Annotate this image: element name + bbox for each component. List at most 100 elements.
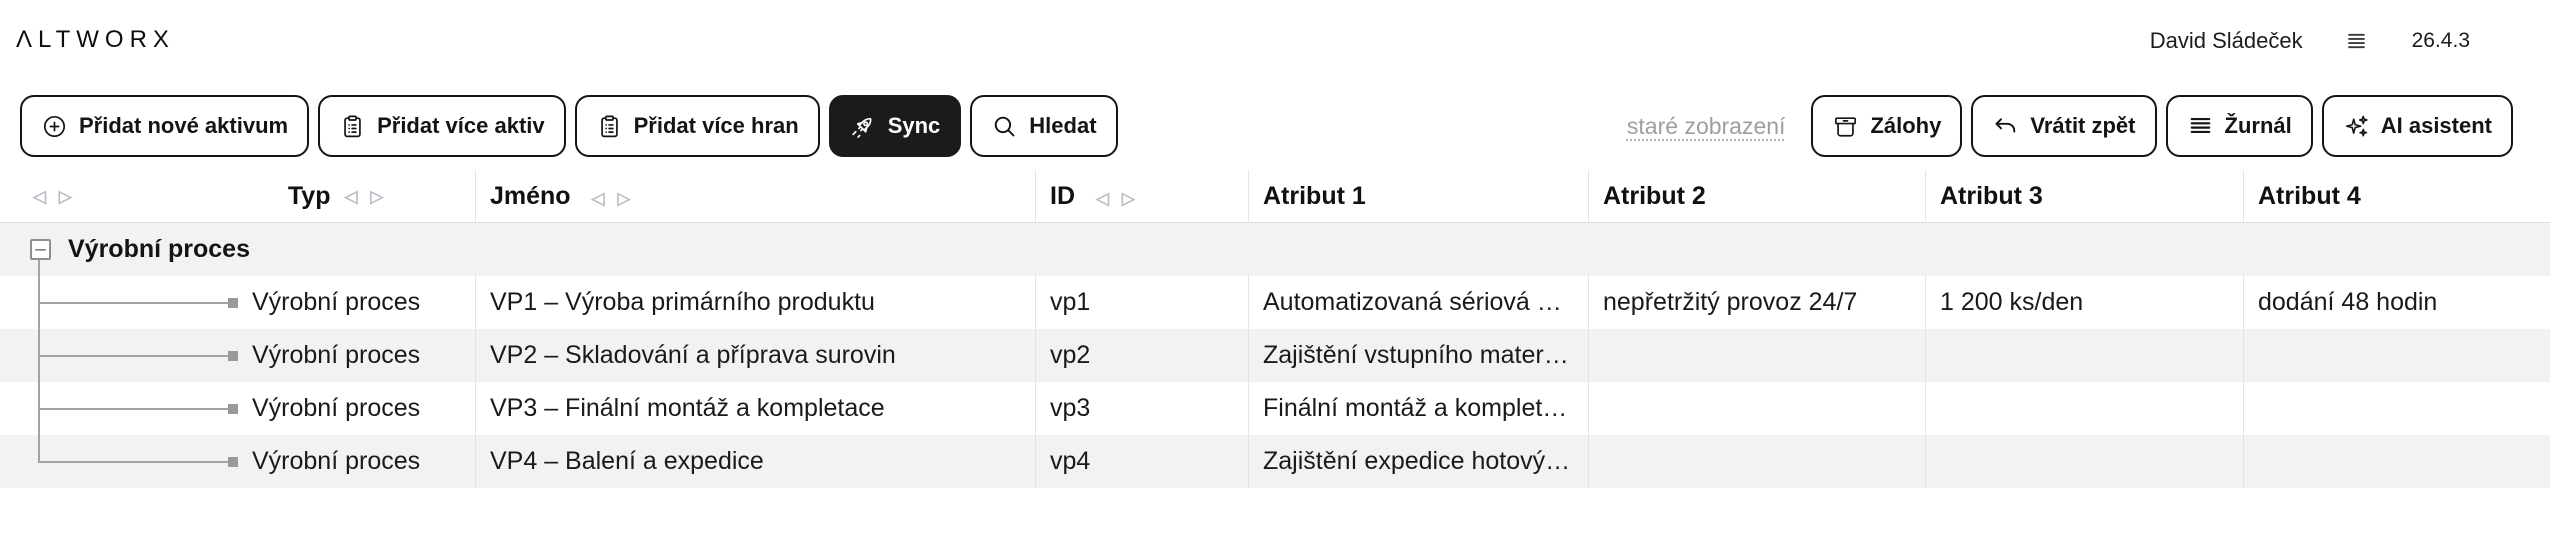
journal-label: Žurnál: [2224, 113, 2292, 138]
tree-vertical-line: [38, 260, 40, 463]
atribut1-cell: Automatizovaná sériová …: [1248, 276, 1588, 329]
clipboard-list-icon: [339, 113, 366, 140]
node-bullet-icon: [228, 403, 238, 414]
typ-value: Výrobní proces: [252, 341, 421, 369]
typ-value: Výrobní proces: [252, 394, 421, 422]
jmeno-cell: VP1 – Výroba primárního produktu: [475, 276, 1035, 329]
id-cell: vp4: [1035, 435, 1248, 488]
backups-label: Zálohy: [1870, 113, 1942, 138]
atribut3-cell: 1 200 ks/den: [1925, 276, 2243, 329]
table-row[interactable]: Výrobní proces VP2 – Skladování a přípra…: [0, 329, 2550, 382]
add-multiple-assets-button[interactable]: Přidat více aktiv: [318, 95, 566, 157]
user-name[interactable]: David Sládeček: [2149, 28, 2303, 53]
clipboard-list-icon: [596, 113, 623, 140]
column-header-atribut-2: Atribut 2: [1588, 169, 1925, 223]
atribut2-cell: nepřetržitý provoz 24/7: [1588, 276, 1925, 329]
typ-value: Výrobní proces: [252, 288, 421, 316]
search-label: Hledat: [1029, 113, 1097, 138]
atribut4-cell: dodání 48 hodin: [2243, 276, 2550, 329]
node-bullet-icon: [228, 350, 238, 361]
column-header-typ: ◁ ▷ Typ ◁ ▷: [0, 170, 475, 223]
plus-circle-icon: [41, 113, 68, 140]
add-multiple-edges-button[interactable]: Přidat více hran: [574, 95, 820, 157]
toolbar-left: Přidat nové aktivum Přidat více aktiv Př…: [20, 95, 1118, 157]
table-row[interactable]: Výrobní proces VP1 – Výroba primárního p…: [0, 276, 2550, 329]
atribut4-cell: [2243, 435, 2550, 488]
atribut2-cell: [1588, 329, 1925, 382]
typ-cell: Výrobní proces: [0, 382, 475, 435]
asset-table: ◁ ▷ Typ ◁ ▷ Jméno ◁ ▷ ID ◁ ▷ Atribut 1 A…: [0, 169, 2550, 488]
sort-arrows-icon[interactable]: ◁ ▷: [33, 186, 76, 206]
atribut2-cell: [1588, 382, 1925, 435]
jmeno-cell: VP3 – Finální montáž a kompletace: [475, 382, 1035, 435]
column-header-id-label: ID: [1050, 181, 1075, 210]
journal-lines-icon: [2187, 113, 2214, 140]
topbar-right: David Sládeček 26.4.3: [2150, 28, 2470, 54]
sort-arrows-icon[interactable]: ◁ ▷: [344, 186, 388, 206]
column-header-jmeno-label: Jméno: [490, 181, 571, 210]
atribut4-cell: [2243, 382, 2550, 435]
undo-button[interactable]: Vrátit zpět: [1971, 95, 2157, 157]
id-cell: vp3: [1035, 382, 1248, 435]
table-row[interactable]: Výrobní proces VP3 – Finální montáž a ko…: [0, 382, 2550, 435]
typ-value: Výrobní proces: [252, 447, 421, 475]
ai-assistant-button[interactable]: AI asistent: [2321, 95, 2513, 157]
group-row[interactable]: – Výrobní proces: [0, 223, 2550, 276]
collapse-toggle[interactable]: –: [30, 238, 51, 260]
search-button[interactable]: Hledat: [970, 95, 1118, 157]
rocket-icon: [850, 113, 877, 140]
node-bullet-icon: [228, 456, 238, 467]
column-header-typ-label: Typ: [287, 182, 331, 210]
search-icon: [991, 113, 1018, 140]
toolbar: Přidat nové aktivum Přidat více aktiv Př…: [20, 95, 2513, 157]
atribut3-cell: [1925, 382, 2243, 435]
backups-button[interactable]: Zálohy: [1811, 95, 1963, 157]
archive-icon: [1832, 113, 1859, 140]
column-header-atribut-4: Atribut 4: [2243, 169, 2550, 223]
tree-branch-line: [38, 354, 230, 357]
typ-cell: Výrobní proces: [0, 435, 475, 488]
tree-branch-line: [38, 460, 230, 463]
atribut3-cell: [1925, 329, 2243, 382]
atribut4-cell: [2243, 329, 2550, 382]
sync-label: Sync: [887, 113, 941, 138]
typ-cell: Výrobní proces: [0, 329, 475, 382]
node-bullet-icon: [228, 297, 238, 308]
column-header-atribut-1: Atribut 1: [1248, 169, 1588, 223]
id-cell: vp1: [1035, 276, 1248, 329]
column-header-id: ID ◁ ▷: [1035, 169, 1248, 223]
sort-arrows-icon[interactable]: ◁ ▷: [591, 188, 635, 208]
old-view-link[interactable]: staré zobrazení: [1626, 112, 1786, 139]
sparkles-icon: [2343, 113, 2370, 140]
tree-branch-line: [38, 407, 230, 410]
journal-button[interactable]: Žurnál: [2165, 95, 2313, 157]
jmeno-cell: VP2 – Skladování a příprava surovin: [475, 329, 1035, 382]
sync-button[interactable]: Sync: [828, 95, 962, 157]
atribut3-cell: [1925, 435, 2243, 488]
jmeno-cell: VP4 – Balení a expedice: [475, 435, 1035, 488]
table-row[interactable]: Výrobní proces VP4 – Balení a expedice v…: [0, 435, 2550, 488]
sort-arrows-icon[interactable]: ◁ ▷: [1095, 188, 1139, 208]
ai-assistant-label: AI asistent: [2380, 113, 2492, 138]
id-cell: vp2: [1035, 329, 1248, 382]
undo-label: Vrátit zpět: [2030, 113, 2136, 138]
menu-icon[interactable]: [2345, 30, 2368, 53]
toolbar-right: staré zobrazení Zálohy Vrátit zpět Žurná…: [1627, 95, 2513, 157]
column-header-jmeno: Jméno ◁ ▷: [475, 169, 1035, 223]
undo-icon: [1992, 113, 2019, 140]
app-logo: ΛLTWORX: [16, 26, 175, 53]
add-new-asset-button[interactable]: Přidat nové aktivum: [20, 95, 310, 157]
add-new-asset-label: Přidat nové aktivum: [79, 113, 289, 138]
atribut2-cell: [1588, 435, 1925, 488]
typ-cell: Výrobní proces: [0, 276, 475, 329]
atribut1-cell: Zajištění expedice hotový…: [1248, 435, 1588, 488]
atribut1-cell: Finální montáž a komplet…: [1248, 382, 1588, 435]
app-version: 26.4.3: [2411, 29, 2470, 52]
atribut1-cell: Zajištění vstupního mater…: [1248, 329, 1588, 382]
group-label: Výrobní proces: [68, 235, 250, 263]
column-header-atribut-3: Atribut 3: [1925, 169, 2243, 223]
add-multiple-edges-label: Přidat více hran: [633, 113, 799, 138]
tree-branch-line: [38, 301, 230, 304]
table-header-row: ◁ ▷ Typ ◁ ▷ Jméno ◁ ▷ ID ◁ ▷ Atribut 1 A…: [0, 169, 2550, 223]
add-multiple-assets-label: Přidat více aktiv: [377, 113, 545, 138]
